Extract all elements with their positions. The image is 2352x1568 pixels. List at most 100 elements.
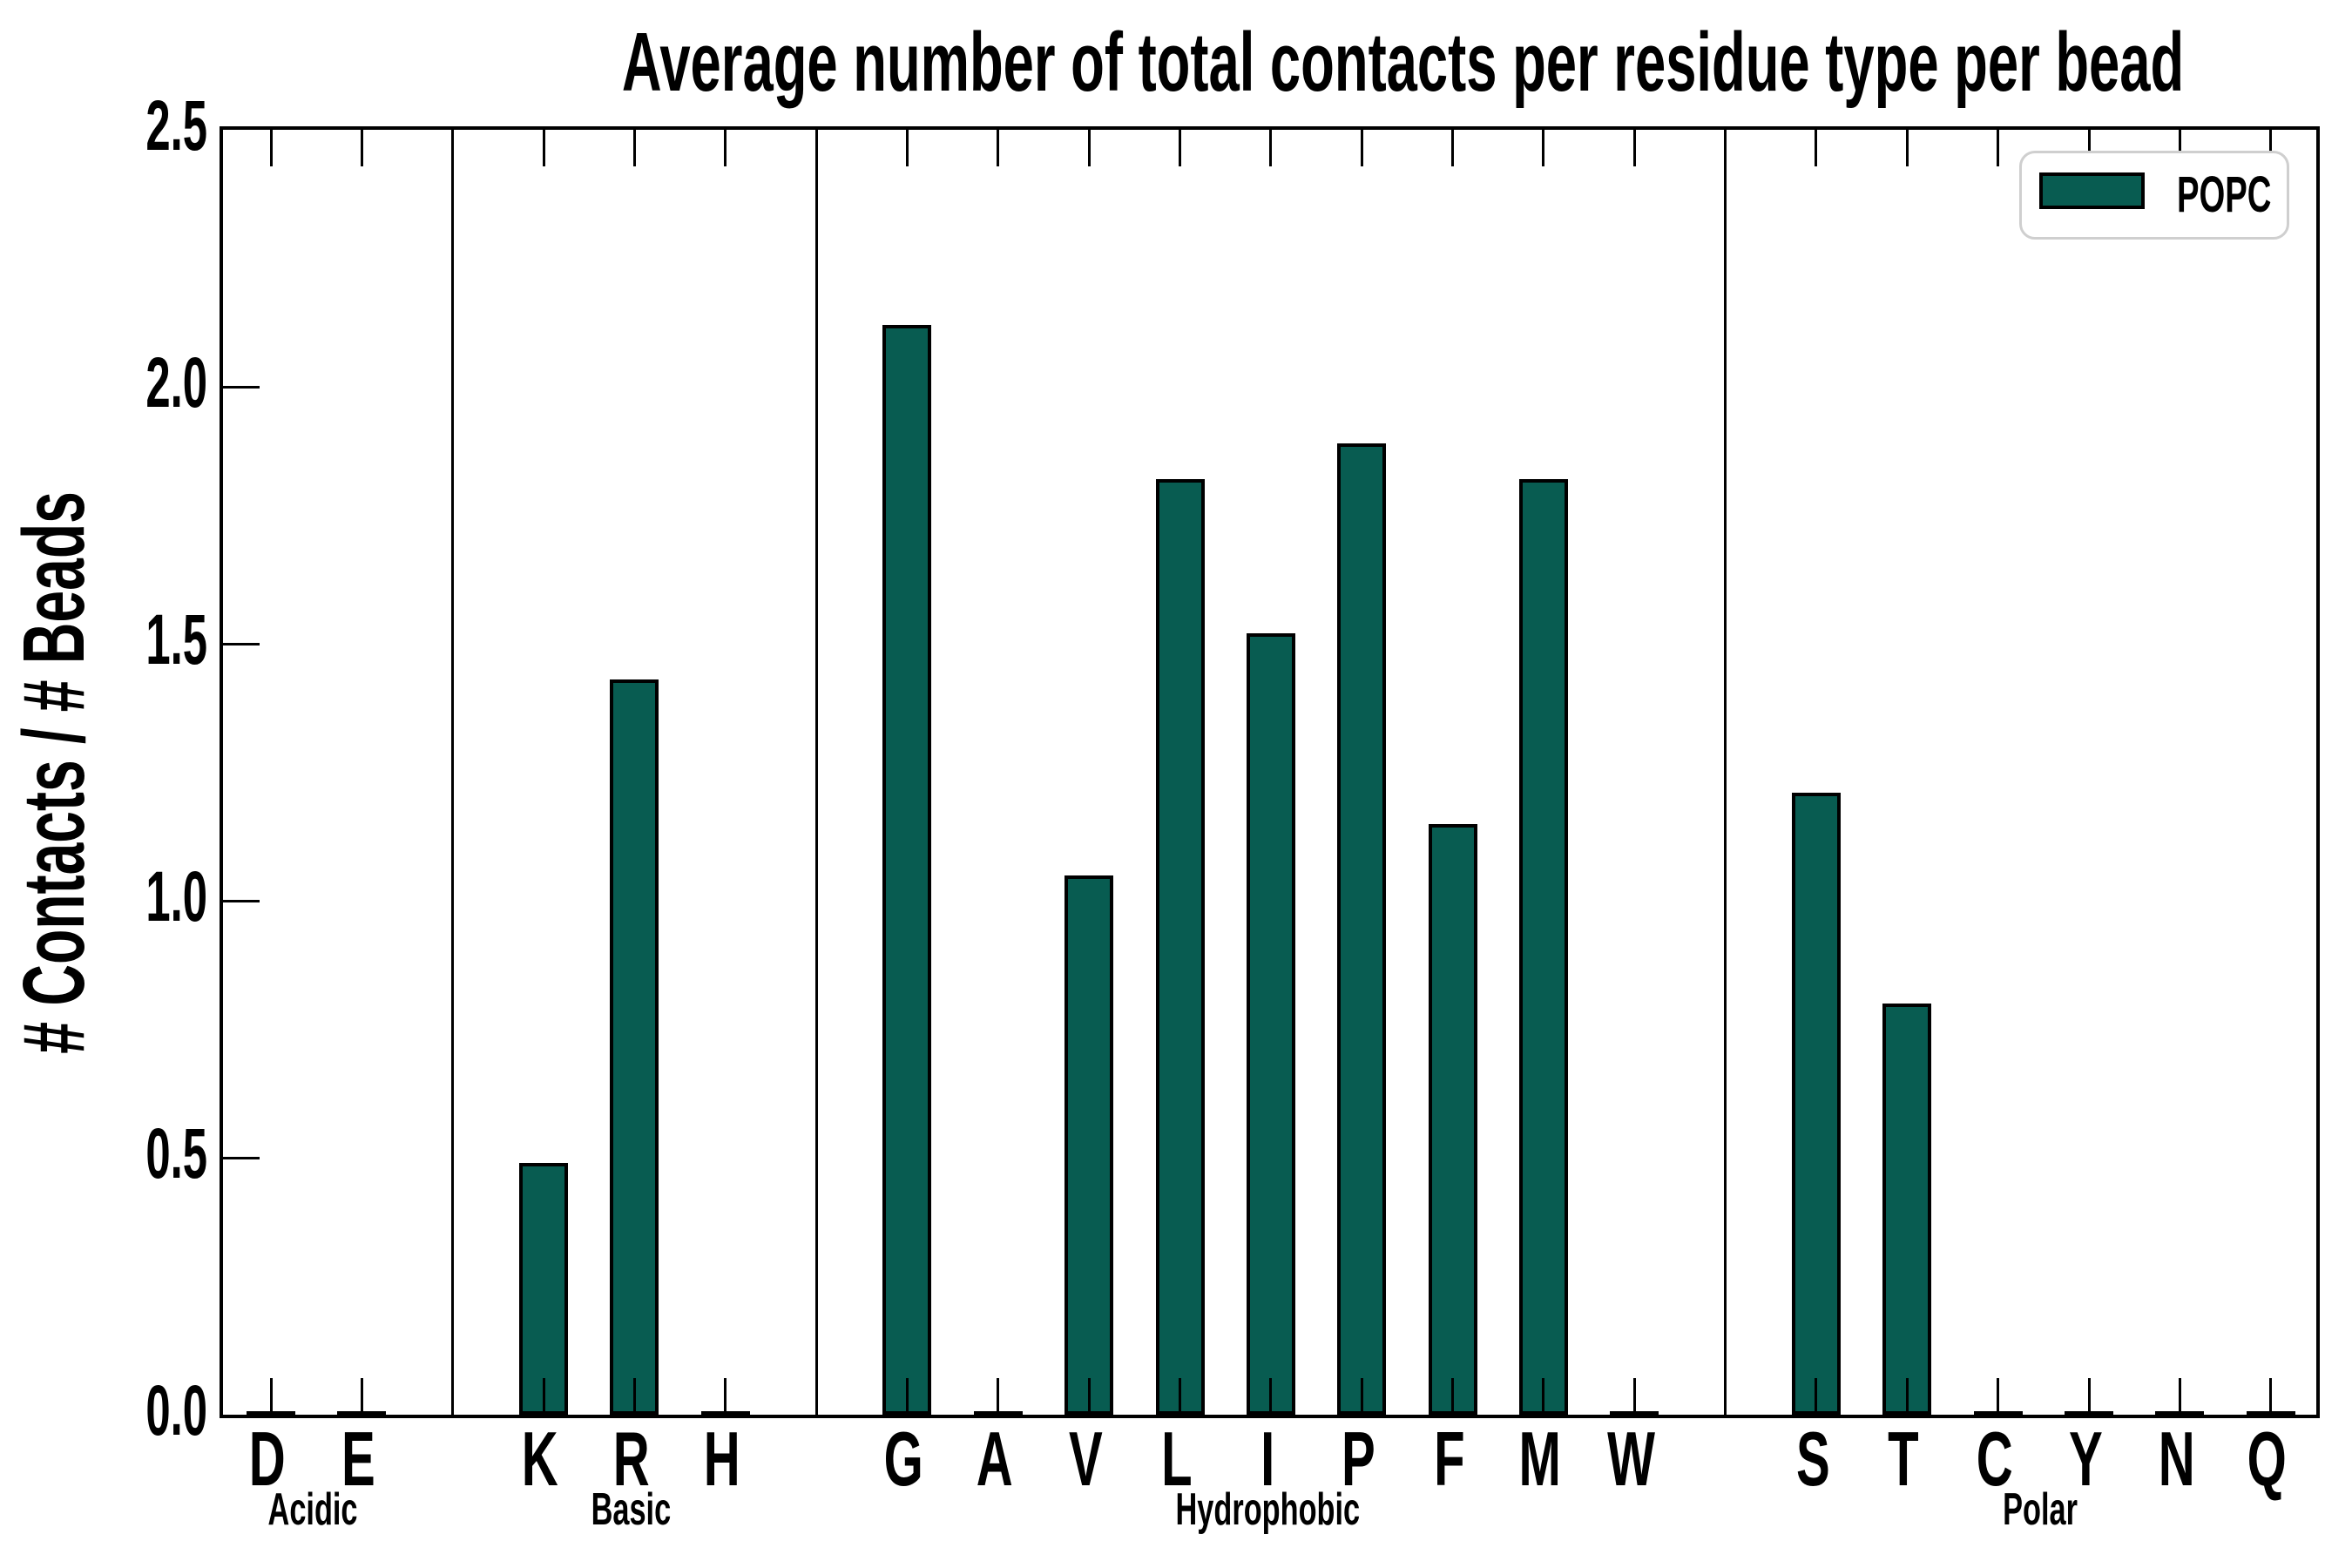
x-tick-top xyxy=(2087,130,2091,166)
x-label-text: K xyxy=(522,1416,559,1502)
legend-swatch-popc xyxy=(2039,172,2145,209)
x-label-N: N xyxy=(2106,1420,2246,1498)
x-tick-bottom xyxy=(269,1378,273,1415)
plot-area xyxy=(220,126,2320,1418)
y-tick-label-text: 0.0 xyxy=(145,1371,207,1450)
x-tick-bottom xyxy=(1179,1378,1181,1415)
y-tick-label-0.0: 0.0 xyxy=(51,1375,207,1448)
group-separator xyxy=(451,130,455,1415)
x-label-text: D xyxy=(249,1416,286,1502)
x-tick-top xyxy=(1179,130,1181,166)
group-label-text: Hydrophobic xyxy=(1175,1484,1360,1535)
group-label-basic: Basic xyxy=(448,1486,814,1533)
y-tick-label-1.5: 1.5 xyxy=(51,604,207,677)
group-label-text: Acidic xyxy=(267,1484,358,1535)
x-label-text: Q xyxy=(2247,1416,2288,1502)
x-label-S: S xyxy=(1743,1420,1882,1498)
x-label-H: H xyxy=(652,1420,792,1498)
x-tick-top xyxy=(632,130,636,166)
x-tick-bottom xyxy=(542,1378,545,1415)
bar-T xyxy=(1882,1004,1932,1415)
bar-R xyxy=(610,679,659,1415)
chart-title-text: Average number of total contacts per res… xyxy=(621,16,2185,109)
x-tick-bottom xyxy=(905,1378,909,1415)
x-label-G: G xyxy=(834,1420,973,1498)
chart-title: Average number of total contacts per res… xyxy=(220,19,2313,106)
bar-P xyxy=(1337,443,1387,1415)
bar-F xyxy=(1428,823,1477,1415)
legend-label-text: POPC xyxy=(2176,166,2272,223)
bar-K xyxy=(519,1162,569,1415)
legend: POPC xyxy=(2019,151,2289,240)
x-tick-bottom xyxy=(1815,1378,1818,1415)
group-label-text: Polar xyxy=(2002,1484,2078,1535)
x-label-text: I xyxy=(1260,1416,1274,1502)
y-axis-label-text: # Contacts / # Beads xyxy=(5,491,103,1054)
x-tick-top xyxy=(1542,130,1545,166)
x-label-text: Y xyxy=(2068,1416,2103,1502)
x-label-C: C xyxy=(1925,1420,2065,1498)
x-label-T: T xyxy=(1834,1420,1973,1498)
x-label-text: M xyxy=(1518,1416,1562,1502)
x-tick-bottom xyxy=(632,1378,636,1415)
x-label-text: L xyxy=(1160,1416,1193,1502)
x-tick-top xyxy=(724,130,727,166)
y-tick-label-text: 1.5 xyxy=(145,600,207,679)
bar-S xyxy=(1791,793,1841,1415)
bar-G xyxy=(882,325,932,1415)
x-label-W: W xyxy=(1561,1420,1700,1498)
x-tick-bottom xyxy=(2087,1378,2091,1415)
x-label-text: E xyxy=(341,1416,375,1502)
x-label-Q: Q xyxy=(2198,1420,2337,1498)
x-label-text: H xyxy=(703,1416,740,1502)
y-tick xyxy=(223,899,260,902)
x-tick-top xyxy=(1451,130,1455,166)
x-tick-top xyxy=(997,130,1000,166)
y-tick-label-1.0: 1.0 xyxy=(51,861,207,934)
x-tick-bottom xyxy=(1542,1378,1545,1415)
group-label-acidic: Acidic xyxy=(130,1486,496,1533)
x-label-L: L xyxy=(1107,1420,1247,1498)
y-tick xyxy=(223,385,260,389)
x-tick-top xyxy=(1269,130,1273,166)
x-label-A: A xyxy=(925,1420,1064,1498)
x-tick-bottom xyxy=(1905,1378,1909,1415)
x-tick-bottom xyxy=(2269,1378,2273,1415)
x-label-text: C xyxy=(1976,1416,2013,1502)
x-label-P: P xyxy=(1288,1420,1428,1498)
x-label-text: A xyxy=(976,1416,1013,1502)
bar-V xyxy=(1064,875,1114,1415)
x-label-F: F xyxy=(1380,1420,1519,1498)
x-tick-top xyxy=(1087,130,1091,166)
x-tick-bottom xyxy=(724,1378,727,1415)
group-label-polar: Polar xyxy=(1857,1486,2223,1533)
x-label-K: K xyxy=(470,1420,610,1498)
x-tick-top xyxy=(1632,130,1636,166)
x-label-text: W xyxy=(1606,1416,1655,1502)
x-label-V: V xyxy=(1016,1420,1155,1498)
x-label-text: R xyxy=(612,1416,650,1502)
x-tick-bottom xyxy=(1087,1378,1091,1415)
x-label-E: E xyxy=(288,1420,428,1498)
x-label-text: T xyxy=(1888,1416,1920,1502)
x-tick-top xyxy=(1815,130,1818,166)
group-separator xyxy=(814,130,818,1415)
y-tick xyxy=(223,1156,260,1159)
x-tick-top xyxy=(2178,130,2181,166)
y-tick-label-0.5: 0.5 xyxy=(51,1118,207,1191)
x-tick-top xyxy=(1905,130,1909,166)
y-tick-label-2.0: 2.0 xyxy=(51,347,207,420)
x-label-text: P xyxy=(1341,1416,1375,1502)
x-tick-top xyxy=(1997,130,2000,166)
x-tick-bottom xyxy=(1451,1378,1455,1415)
y-tick-label-text: 2.5 xyxy=(145,86,207,166)
x-tick-bottom xyxy=(1269,1378,1273,1415)
x-tick-bottom xyxy=(360,1378,363,1415)
y-tick-label-text: 1.0 xyxy=(145,857,207,936)
x-label-text: N xyxy=(2158,1416,2195,1502)
x-tick-top xyxy=(905,130,909,166)
x-tick-top xyxy=(269,130,273,166)
x-label-text: S xyxy=(1795,1416,1830,1502)
x-label-text: G xyxy=(883,1416,924,1502)
